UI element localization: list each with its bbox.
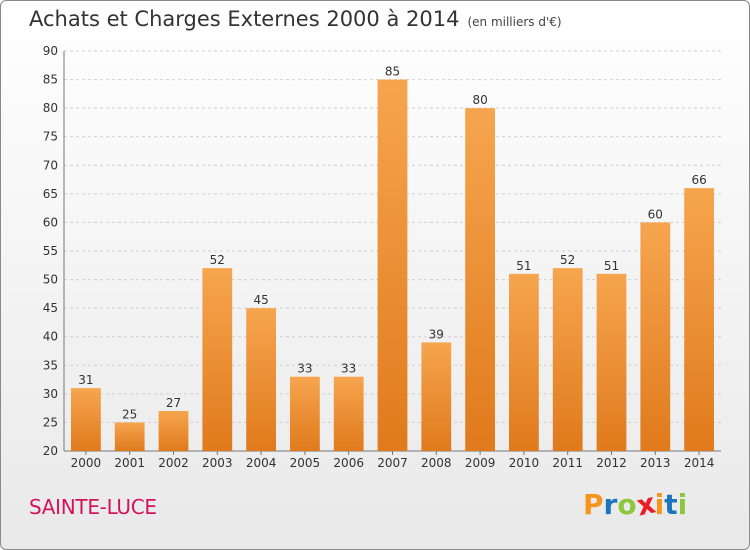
- bar: [684, 188, 714, 451]
- data-label: 60: [648, 207, 663, 221]
- x-tick-label: 2011: [552, 456, 583, 470]
- logo-letter: i: [654, 488, 665, 521]
- data-label: 51: [516, 259, 531, 273]
- x-tick-label: 2010: [509, 456, 540, 470]
- data-label: 66: [691, 173, 706, 187]
- y-tick-label: 50: [43, 273, 58, 287]
- y-tick-label: 65: [43, 187, 58, 201]
- y-tick-label: 70: [43, 158, 58, 172]
- x-tick-label: 2009: [465, 456, 496, 470]
- y-tick-label: 75: [43, 130, 58, 144]
- logo-letter: P: [583, 488, 604, 521]
- bar: [290, 376, 320, 451]
- y-tick-label: 25: [43, 415, 58, 429]
- chart-title-text: Achats et Charges Externes 2000 à 2014: [29, 7, 460, 31]
- place-name: SAINTE-LUCE: [29, 495, 157, 519]
- bar: [596, 273, 627, 451]
- data-label: 27: [166, 396, 181, 410]
- x-tick-label: 2004: [246, 456, 277, 470]
- bar: [552, 268, 583, 451]
- x-tick-label: 2012: [596, 456, 627, 470]
- data-label: 45: [253, 293, 268, 307]
- y-tick-label: 90: [43, 44, 58, 58]
- bar: [246, 308, 276, 451]
- bar: [158, 411, 189, 451]
- bar: [421, 342, 452, 451]
- logo-letter: t: [664, 488, 678, 521]
- bar: [640, 222, 671, 451]
- data-label: 33: [297, 362, 312, 376]
- proxiti-logo: Proxiti: [583, 486, 688, 522]
- logo-letter: i: [677, 488, 688, 521]
- y-tick-label: 45: [43, 301, 58, 315]
- logo-letter: r: [603, 488, 618, 521]
- x-tick-label: 2008: [421, 456, 452, 470]
- data-label: 25: [122, 407, 137, 421]
- x-tick-label: 2000: [71, 456, 102, 470]
- x-tick-label: 2005: [290, 456, 321, 470]
- y-tick-label: 80: [43, 101, 58, 115]
- x-tick-label: 2014: [684, 456, 715, 470]
- x-tick-label: 2013: [640, 456, 671, 470]
- y-tick-label: 85: [43, 73, 58, 87]
- y-tick-label: 20: [43, 444, 58, 458]
- data-label: 80: [472, 93, 487, 107]
- data-label: 39: [429, 327, 444, 341]
- bar: [377, 79, 408, 452]
- data-label: 51: [604, 259, 619, 273]
- bar: [114, 422, 145, 451]
- data-label: 33: [341, 362, 356, 376]
- y-tick-label: 40: [43, 330, 58, 344]
- bar: [202, 268, 233, 451]
- bar: [333, 376, 364, 451]
- x-tick-label: 2001: [114, 456, 145, 470]
- chart-title: Achats et Charges Externes 2000 à 2014 (e…: [29, 7, 562, 31]
- x-tick-label: 2002: [158, 456, 189, 470]
- y-tick-label: 55: [43, 244, 58, 258]
- bar: [509, 273, 539, 451]
- x-tick-label: 2003: [202, 456, 233, 470]
- data-label: 52: [560, 253, 575, 267]
- y-tick-label: 35: [43, 358, 58, 372]
- x-tick-label: 2007: [377, 456, 408, 470]
- data-label: 52: [210, 253, 225, 267]
- y-tick-label: 60: [43, 215, 58, 229]
- bar: [465, 108, 495, 452]
- logo-letter: o: [617, 488, 637, 521]
- data-label: 85: [385, 65, 400, 79]
- data-label: 31: [78, 373, 93, 387]
- bar: [71, 388, 101, 451]
- chart-subtitle: (en milliers d'€): [467, 15, 562, 29]
- y-tick-label: 30: [43, 387, 58, 401]
- x-tick-label: 2006: [333, 456, 364, 470]
